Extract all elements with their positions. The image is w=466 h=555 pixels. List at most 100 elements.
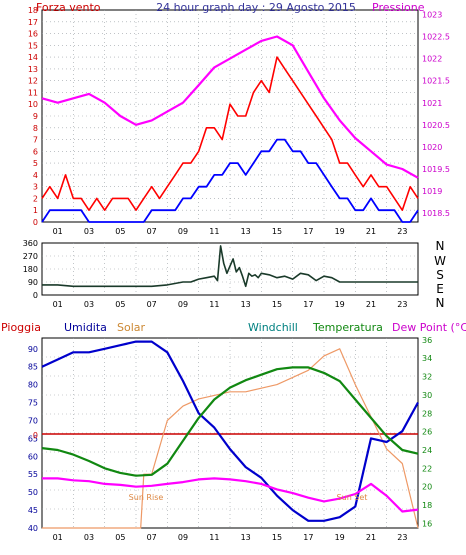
pressure-tick-label: 1019 xyxy=(422,187,442,196)
wind-speed-tick-label: 11 xyxy=(28,88,38,97)
x-tick-label: 11 xyxy=(209,300,219,309)
wind-speed-tick-label: 6 xyxy=(33,147,38,156)
x-tick-label: 05 xyxy=(115,227,125,236)
x-tick-label: 03 xyxy=(84,300,94,309)
wind-speed-tick-label: 0 xyxy=(33,218,38,227)
wind-speed-tick-label: 1 xyxy=(33,206,38,215)
x-tick-label: 21 xyxy=(366,227,376,236)
temperature-tick-label: 22 xyxy=(422,464,432,473)
x-tick-label: 19 xyxy=(335,533,345,542)
compass-n-top: N xyxy=(436,239,445,253)
solar-label: Solar xyxy=(117,321,146,334)
x-tick-label: 05 xyxy=(115,300,125,309)
x-tick-label: 09 xyxy=(178,227,188,236)
pressure-tick-label: 1020 xyxy=(422,143,442,152)
wind-speed-tick-label: 9 xyxy=(33,112,38,121)
temperature-grid xyxy=(42,338,418,528)
x-tick-label: 19 xyxy=(335,300,345,309)
humidity-tick-label: 60 xyxy=(28,452,38,461)
temperature-tick-label: 20 xyxy=(422,483,432,492)
wind-speed-tick-label: 10 xyxy=(28,100,38,109)
humidity-tick-label: 70 xyxy=(28,416,38,425)
wind-speed-tick-label: 16 xyxy=(28,30,38,39)
x-tick-label: 07 xyxy=(147,300,157,309)
x-tick-label: 05 xyxy=(115,533,125,542)
temperature-axis: 16 18 20 22 24 26 28 30 32 34 36 xyxy=(422,336,432,529)
wind-time-axis: 01 03 05 07 09 11 13 15 17 19 21 23 xyxy=(53,227,408,236)
dew-point-line xyxy=(42,477,419,513)
x-tick-label: 15 xyxy=(272,533,282,542)
temperature-tick-label: 26 xyxy=(422,428,432,437)
wind-speed-tick-label: 17 xyxy=(28,18,38,27)
pressure-line xyxy=(41,35,419,179)
compass-s: S xyxy=(436,268,444,282)
wind-average-line xyxy=(41,138,419,223)
compass-w: W xyxy=(434,254,446,268)
direction-tick-label: 270 xyxy=(23,252,38,261)
x-tick-label: 17 xyxy=(303,533,313,542)
solar-line xyxy=(42,348,419,529)
temperature-tick-label: 24 xyxy=(422,446,432,455)
wind-speed-tick-label: 5 xyxy=(33,159,38,168)
x-tick-label: 01 xyxy=(53,300,63,309)
direction-tick-label: 180 xyxy=(23,265,38,274)
wind-pressure-series xyxy=(41,35,419,223)
temperature-tick-label: 16 xyxy=(422,519,432,528)
humidity-tick-label: 85 xyxy=(28,363,38,372)
x-tick-label: 13 xyxy=(241,300,251,309)
x-tick-label: 21 xyxy=(366,533,376,542)
x-tick-label: 03 xyxy=(84,227,94,236)
wind-speed-tick-label: 12 xyxy=(28,77,38,86)
x-tick-label: 23 xyxy=(397,227,407,236)
x-tick-label: 17 xyxy=(303,227,313,236)
wind-speed-tick-label: 4 xyxy=(33,171,38,180)
x-tick-label: 07 xyxy=(147,533,157,542)
x-tick-label: 09 xyxy=(178,300,188,309)
humidity-line xyxy=(41,340,419,522)
temperature-humidity-panel: 40 45 50 55 60 65 70 75 80 85 90 16 18 20 22 24 26 28 30 3… xyxy=(1,321,466,542)
wind-speed-tick-label: 13 xyxy=(28,65,38,74)
humidity-tick-label: 90 xyxy=(28,345,38,354)
rain-label: Pioggia xyxy=(1,321,41,334)
temperature-tick-label: 28 xyxy=(422,409,432,418)
x-tick-label: 23 xyxy=(397,533,407,542)
compass-e: E xyxy=(436,282,444,296)
wind-direction-series xyxy=(42,245,418,288)
temperature-line xyxy=(41,366,419,477)
x-tick-label: 13 xyxy=(241,533,251,542)
wind-speed-tick-label: 3 xyxy=(33,183,38,192)
sunrise-label: Sun Rise xyxy=(129,493,164,502)
pressure-tick-label: 1019.5 xyxy=(422,165,450,174)
pressure-tick-label: 1022.5 xyxy=(422,33,450,42)
humidity-tick-label: 50 xyxy=(28,488,38,497)
direction-time-axis: 01 03 05 07 09 11 13 15 17 19 21 23 xyxy=(53,300,408,309)
temperature-tick-label: 34 xyxy=(422,354,432,363)
x-tick-label: 17 xyxy=(303,300,313,309)
temperature-tick-label: 30 xyxy=(422,391,432,400)
temperature-tick-label: 36 xyxy=(422,336,432,345)
sunset-label: Sun Set xyxy=(337,493,368,502)
temperature-time-axis: 01 03 05 07 09 11 13 15 17 19 21 23 xyxy=(53,533,408,542)
x-tick-label: 11 xyxy=(209,227,219,236)
wind-speed-tick-label: 8 xyxy=(33,124,38,133)
humidity-tick-label: 55 xyxy=(28,470,38,479)
temperature-tick-label: 18 xyxy=(422,501,432,510)
compass-n-bottom: N xyxy=(436,296,445,310)
chart-title: 24 hour graph day : 29 Agosto 2015 xyxy=(156,1,356,14)
x-tick-label: 15 xyxy=(272,300,282,309)
x-tick-label: 21 xyxy=(366,300,376,309)
direction-tick-label: 90 xyxy=(28,278,38,287)
humidity-tick-label: 40 xyxy=(28,524,38,533)
wind-direction-grid xyxy=(42,243,418,295)
x-tick-label: 23 xyxy=(397,300,407,309)
humidity-tick-label: 80 xyxy=(28,381,38,390)
wind-direction-line xyxy=(42,245,418,288)
pressure-tick-label: 1021 xyxy=(422,99,442,108)
wind-speed-tick-label: 2 xyxy=(33,194,38,203)
wind-speed-tick-label: 7 xyxy=(33,136,38,145)
wind-direction-axis: 0 90 180 270 360 xyxy=(23,239,38,300)
wind-speed-tick-label: 15 xyxy=(28,41,38,50)
